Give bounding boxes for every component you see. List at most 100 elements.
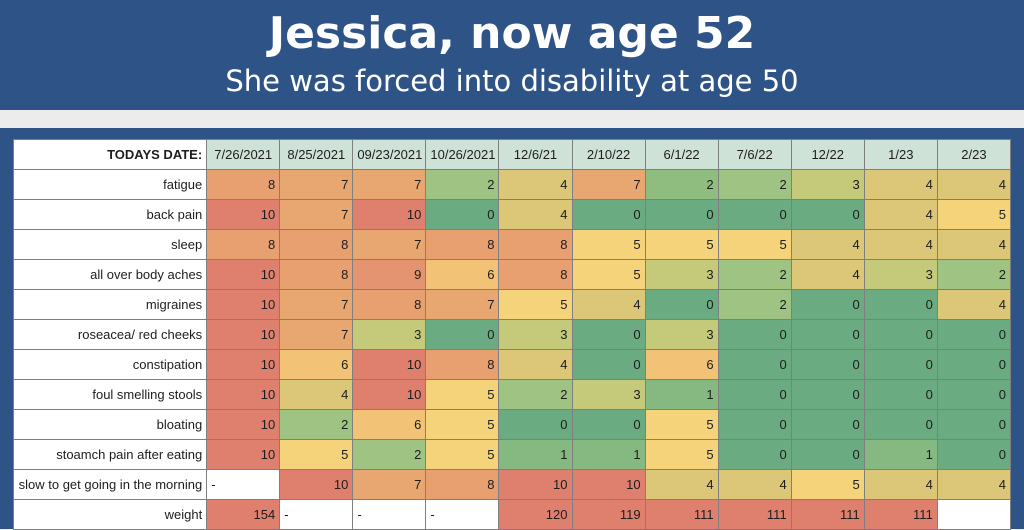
- score-cell: 0: [717, 409, 792, 440]
- score-cell: 8: [206, 229, 281, 260]
- score-cell: 1: [644, 379, 719, 410]
- score-cell: 119: [571, 499, 646, 530]
- score-cell: 8: [279, 229, 354, 260]
- table-row: weight 154- - -120 119 111 111 111 111: [12, 499, 1012, 530]
- row-label: bloating: [12, 409, 208, 440]
- score-cell: 7: [279, 199, 354, 230]
- score-cell: 3: [644, 259, 719, 290]
- score-cell: 8: [425, 349, 500, 380]
- title-banner: Jessica, now age 52 She was forced into …: [0, 0, 1024, 110]
- score-cell: 0: [790, 379, 865, 410]
- score-cell: 10: [206, 289, 281, 320]
- score-cell: 0: [936, 409, 1012, 440]
- table-row: stoamch pain after eating 10 5 2 5 1 1 5 0 0 1 0: [12, 439, 1012, 470]
- score-cell: 1: [863, 439, 938, 470]
- page-title: Jessica, now age 52: [268, 8, 756, 59]
- date-header-cell: 12/6/21: [498, 139, 573, 170]
- score-cell: 5: [571, 229, 646, 260]
- score-cell: 2: [717, 169, 792, 200]
- row-label: fatigue: [12, 169, 208, 200]
- score-cell: 0: [644, 289, 719, 320]
- score-cell: 4: [936, 469, 1012, 500]
- score-cell: 4: [863, 229, 938, 260]
- score-cell: 4: [936, 289, 1012, 320]
- score-cell: 6: [425, 259, 500, 290]
- score-cell: 3: [571, 379, 646, 410]
- score-cell: 0: [498, 409, 573, 440]
- score-cell: 2: [279, 409, 354, 440]
- score-cell: 8: [425, 229, 500, 260]
- score-cell: 5: [279, 439, 354, 470]
- score-cell: 2: [936, 259, 1012, 290]
- row-label: foul smelling stools: [12, 379, 208, 410]
- score-cell: 0: [571, 349, 646, 380]
- score-cell: 0: [936, 319, 1012, 350]
- row-label: constipation: [12, 349, 208, 380]
- score-cell: 2: [717, 289, 792, 320]
- score-cell: -: [425, 499, 500, 530]
- score-cell: -: [206, 469, 281, 500]
- score-cell: 5: [644, 409, 719, 440]
- score-cell: 4: [498, 349, 573, 380]
- date-header-cell: 1/23: [863, 139, 938, 170]
- row-label: weight: [12, 499, 208, 530]
- table-row: fatigue 8 7 7 2 4 7 2 2 3 4 4: [12, 169, 1012, 200]
- score-cell: 6: [352, 409, 427, 440]
- score-cell: 7: [352, 169, 427, 200]
- score-cell: 10: [279, 469, 354, 500]
- score-cell: -: [279, 499, 354, 530]
- score-cell: 0: [717, 349, 792, 380]
- score-cell: 5: [717, 229, 792, 260]
- table-row: migraines 10 7 8 7 5 4 0 2 0 0 4: [12, 289, 1012, 320]
- score-cell: 4: [936, 169, 1012, 200]
- table-frame: TODAYS DATE: 7/26/2021 8/25/2021 09/23/202…: [0, 128, 1024, 530]
- score-cell: 3: [790, 169, 865, 200]
- score-cell: 0: [425, 199, 500, 230]
- score-cell: 4: [279, 379, 354, 410]
- row-label: migraines: [12, 289, 208, 320]
- score-cell: 2: [717, 259, 792, 290]
- score-cell: 0: [936, 349, 1012, 380]
- date-header-cell: 7/26/2021: [206, 139, 281, 170]
- score-cell: 2: [352, 439, 427, 470]
- score-cell: 4: [790, 259, 865, 290]
- table-row: constipation 10 6 10 8 4 0 6 0 0 0 0: [12, 349, 1012, 380]
- date-header-cell: 7/6/22: [717, 139, 792, 170]
- date-header-cell: 10/26/2021: [425, 139, 500, 170]
- score-cell: 10: [206, 349, 281, 380]
- table-row: slow to get going in the morning -10 7 8 10 1…: [12, 469, 1012, 500]
- header-row: TODAYS DATE: 7/26/2021 8/25/2021 09/23/202…: [12, 139, 1012, 170]
- todays-date-label: TODAYS DATE:: [12, 139, 208, 170]
- score-cell: 8: [498, 229, 573, 260]
- score-cell: 4: [790, 229, 865, 260]
- score-cell: 4: [498, 199, 573, 230]
- score-cell: 4: [498, 169, 573, 200]
- score-cell: 5: [790, 469, 865, 500]
- score-cell: 2: [498, 379, 573, 410]
- score-cell: 10: [206, 319, 281, 350]
- date-header-cell: 12/22: [790, 139, 865, 170]
- score-cell: 7: [279, 289, 354, 320]
- score-cell: 7: [425, 289, 500, 320]
- score-cell: 111: [790, 499, 865, 530]
- score-cell: 3: [498, 319, 573, 350]
- score-cell: 5: [644, 439, 719, 470]
- score-cell: 4: [863, 199, 938, 230]
- score-cell: 0: [717, 319, 792, 350]
- table-row: foul smelling stools 10 4 10 5 2 3 1 0 0 0 0: [12, 379, 1012, 410]
- score-cell: 0: [644, 199, 719, 230]
- score-cell: 4: [863, 169, 938, 200]
- score-cell: 8: [425, 469, 500, 500]
- score-cell: 120: [498, 499, 573, 530]
- score-cell: 111: [644, 499, 719, 530]
- table-row: sleep 8 8 7 8 8 5 5 5 4 4 4: [12, 229, 1012, 260]
- table-body: fatigue 8 7 7 2 4 7 2 2 3 4 4 back pain 10 7 10 0 4 0 0 0 0 4 5…: [12, 169, 1012, 530]
- score-cell: 7: [279, 319, 354, 350]
- score-cell: 6: [279, 349, 354, 380]
- score-cell: 7: [279, 169, 354, 200]
- score-cell: 4: [571, 289, 646, 320]
- score-cell: 5: [425, 379, 500, 410]
- score-cell: 6: [644, 349, 719, 380]
- page-subtitle: She was forced into disability at age 50: [225, 64, 799, 98]
- score-cell: 4: [644, 469, 719, 500]
